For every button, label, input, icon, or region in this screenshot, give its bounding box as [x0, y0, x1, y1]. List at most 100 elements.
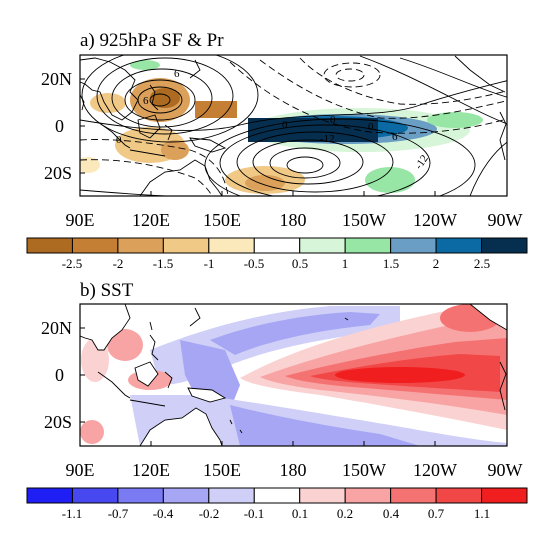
colorbar-swatch	[390, 487, 437, 504]
x-tick-label: 180	[280, 460, 307, 480]
sst-warm-scs	[107, 329, 143, 361]
colorbar-label: 2	[433, 256, 440, 271]
colorbar-swatch	[117, 237, 164, 254]
coast-samerica	[499, 361, 507, 411]
precip-pos-north	[130, 60, 160, 70]
colorbar-swatch	[162, 237, 210, 254]
coast-java	[129, 399, 166, 407]
land-mexico	[440, 304, 507, 331]
x-tick-label: 150E	[203, 210, 241, 230]
coast-japan	[189, 307, 201, 327]
colorbar-swatch	[299, 237, 346, 254]
panel-b-ticks	[79, 327, 508, 446]
x-tick-label: 90E	[66, 460, 95, 480]
panel-b-yticklabels: 20N 0 20S	[41, 318, 72, 432]
contour-label: 0	[330, 114, 336, 126]
colorbar-swatch	[71, 237, 119, 254]
coast-mexico	[454, 55, 506, 93]
panel-b-colorbar-boxes	[26, 487, 528, 504]
y-tick-label: 0	[55, 116, 64, 136]
precip-neg-philippines-core	[150, 88, 180, 108]
sf-contour	[111, 68, 213, 128]
colorbar-label: 0.4	[383, 506, 400, 521]
colorbar-label: -2.5	[62, 256, 83, 271]
panel-a-title: a) 925hPa SF & Pr	[80, 30, 224, 51]
precip-neg-indochina	[90, 93, 126, 113]
precip-neg-westpac	[195, 101, 237, 118]
panel-a-streamfunction	[80, 55, 507, 196]
x-tick-label: 150W	[342, 460, 386, 480]
coast-asia	[80, 57, 139, 121]
panel-b-land	[80, 304, 507, 446]
panel-a-streamfunction-negative	[80, 57, 507, 196]
land-borneo	[134, 361, 159, 387]
precip-neg-maritime-core	[161, 140, 189, 160]
y-tick-label: 20N	[41, 318, 72, 338]
sf-contour-dashed	[80, 139, 229, 196]
sf-contour-dashed	[299, 57, 507, 105]
precip-pos-south	[365, 167, 415, 193]
colorbar-swatch	[208, 237, 255, 254]
panel-b-colorbar-labels: -1.1 -0.7 -0.4 -0.2 -0.1 0.1 0.2 0.4 0.7…	[62, 506, 490, 521]
panel-b-coastlines	[97, 307, 507, 434]
sf-contour	[286, 156, 324, 174]
sst-cold-south-core	[230, 405, 420, 446]
x-tick-label: 150W	[342, 210, 386, 230]
sf-contour	[204, 118, 476, 196]
coast-java	[129, 149, 166, 157]
coast-taiwan	[149, 321, 153, 331]
sf-contour	[149, 93, 171, 107]
colorbar-swatch	[26, 237, 73, 254]
contour-label: 6	[174, 68, 180, 80]
panel-a: a) 925hPa SF & Pr	[26, 30, 528, 271]
coast-japan	[189, 59, 201, 79]
colorbar-swatch	[435, 487, 483, 504]
colorbar-swatch	[253, 487, 301, 504]
contour-label: -12	[320, 133, 335, 145]
colorbar-swatch	[208, 487, 255, 504]
x-tick-label: 120W	[413, 460, 457, 480]
colorbar-label: -0.7	[108, 506, 129, 521]
coast-sumatra	[97, 371, 131, 399]
coast-philippines	[149, 334, 159, 361]
colorbar-label: 0.5	[292, 256, 308, 271]
coast-sulawesi	[164, 371, 173, 389]
panel-a-ticks	[79, 78, 508, 196]
colorbar-label: -1.1	[62, 506, 83, 521]
land-australia	[139, 407, 223, 446]
x-tick-label: 150E	[203, 460, 241, 480]
sf-contour	[469, 141, 507, 196]
panel-b-xticklabels: 90E 120E 150E 180 150W 120W 90W	[66, 460, 523, 480]
colorbar-label: 0.7	[428, 506, 445, 521]
colorbar-swatch	[71, 487, 119, 504]
panel-a-colorbar-boxes	[26, 237, 528, 254]
y-tick-label: 0	[55, 365, 64, 385]
colorbar-swatch	[344, 237, 392, 254]
panel-a-colorbar-labels: -2.5 -2 -1.5 -1 -0.5 0.5 1 1.5 2 2.5	[62, 256, 490, 271]
sf-contour-dashed	[323, 62, 381, 88]
panel-a-xticklabels: 90E 120E 150E 180 150W 120W 90W	[66, 210, 523, 230]
colorbar-swatch	[481, 237, 528, 254]
sf-contour-dashed	[229, 61, 507, 134]
sst-warm-sw	[80, 420, 104, 444]
colorbar-label: -1.5	[153, 256, 174, 271]
contour-label: 6	[143, 95, 149, 107]
colorbar-swatch	[390, 237, 437, 254]
panel-a-colorbar: -2.5 -2 -1.5 -1 -0.5 0.5 1 1.5 2 2.5	[26, 237, 528, 271]
colorbar-swatch	[435, 237, 483, 254]
colorbar-label: -1	[204, 256, 215, 271]
sf-contour	[80, 189, 270, 196]
sf-contour	[399, 57, 507, 98]
panel-a-yticklabels: 20N 0 20S	[41, 69, 72, 183]
colorbar-label: -0.2	[199, 506, 220, 521]
coast-sumatra	[97, 121, 131, 149]
panel-b-plot-area	[80, 304, 507, 446]
colorbar-swatch	[299, 487, 346, 504]
colorbar-label: 0.1	[292, 506, 308, 521]
x-tick-label: 90W	[488, 460, 523, 480]
coast-png	[189, 137, 227, 153]
y-tick-label: 20S	[44, 412, 72, 432]
y-tick-label: 20S	[44, 163, 72, 183]
coast-pacific-islands	[229, 317, 349, 434]
